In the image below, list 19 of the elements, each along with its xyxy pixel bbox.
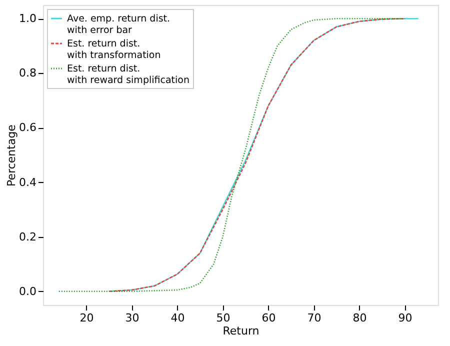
y-tick-label: 0.8 [19, 66, 36, 80]
y-axis-title: Percentage [5, 124, 18, 186]
legend-label: Est. return dist. with reward simplification [67, 64, 190, 86]
x-tick-label: 60 [262, 312, 276, 324]
x-axis-title: Return [222, 324, 260, 338]
legend-label: Est. return dist. with transformation [67, 38, 161, 61]
x-tick-label: 70 [307, 312, 322, 324]
y-tick-label: 0.4 [19, 176, 36, 189]
x-tick-label: 20 [80, 312, 94, 324]
x-tick-label: 80 [352, 312, 367, 324]
legend-label: Ave. emp. return dist. with error bar [67, 14, 170, 36]
x-tick-label: 30 [125, 312, 140, 324]
x-tick-label: 40 [170, 312, 185, 324]
y-tick-label: 0.0 [19, 284, 36, 298]
x-tick-label: 50 [216, 312, 230, 324]
x-tick-label: 90 [398, 312, 412, 324]
y-tick-label: 0.2 [19, 230, 36, 244]
y-tick-label: 0.6 [19, 121, 36, 134]
y-tick-label: 1.0 [19, 12, 36, 26]
